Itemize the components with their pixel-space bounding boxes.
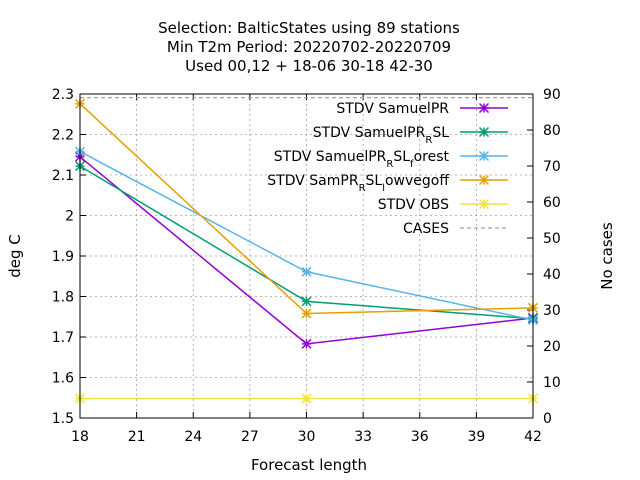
data-point <box>301 308 312 319</box>
y-tick-label: 2.3 <box>52 87 74 103</box>
x-axis-ticks: 18 21 24 27 30 33 36 39 42 <box>71 94 542 445</box>
legend-item: STDV SamPRRSLlowvegoff <box>267 173 508 194</box>
legend-label: STDV SamPRRSLlowvegoff <box>267 173 449 194</box>
title-line: Used 00,12 + 18-06 30-18 42-30 <box>185 57 433 75</box>
y2-tick-label: 60 <box>543 195 561 211</box>
y2-tick-label: 80 <box>543 123 561 139</box>
x-tick-label: 39 <box>467 429 485 445</box>
series-layer <box>74 96 539 404</box>
y2-tick-label: 40 <box>543 267 561 283</box>
legend-marker <box>478 126 490 138</box>
x-tick-label: 18 <box>71 429 89 445</box>
y-axis-label: deg C <box>6 234 24 278</box>
legend-item: CASES <box>403 221 508 237</box>
legend-marker <box>478 174 490 186</box>
y-axis-ticks: 1.5 1.6 1.7 1.8 1.9 2 2.1 2.2 2.3 <box>52 87 86 427</box>
legend-label: STDV SamuelPRRSLforest <box>274 149 450 170</box>
x-tick-label: 42 <box>524 429 542 445</box>
series-5 <box>74 393 539 404</box>
chart-title: Selection: BalticStates using 89 station… <box>158 19 460 75</box>
data-point <box>301 338 312 349</box>
legend-marker <box>478 150 490 162</box>
y-tick-label: 1.9 <box>52 249 74 265</box>
y2-tick-label: 10 <box>543 375 561 391</box>
y-tick-label: 1.6 <box>52 371 74 387</box>
y-tick-label: 1.7 <box>52 330 74 346</box>
legend-label: CASES <box>403 221 449 237</box>
title-line: Selection: BalticStates using 89 station… <box>158 19 460 37</box>
legend-item: STDV OBS <box>378 197 508 213</box>
x-tick-label: 27 <box>241 429 259 445</box>
data-point <box>301 296 312 307</box>
y2-axis-label: No cases <box>598 222 616 290</box>
data-point <box>301 266 312 277</box>
y-tick-label: 1.5 <box>52 411 74 427</box>
x-tick-label: 21 <box>128 429 146 445</box>
x-tick-label: 24 <box>184 429 202 445</box>
legend-item: STDV SamuelPRRSL <box>313 125 508 146</box>
data-point <box>301 393 312 404</box>
y-tick-label: 2 <box>65 209 74 225</box>
x-tick-label: 30 <box>298 429 316 445</box>
x-tick-label: 36 <box>411 429 429 445</box>
y-tick-label: 1.8 <box>52 290 74 306</box>
x-tick-label: 33 <box>354 429 372 445</box>
legend-item: STDV SamuelPRRSLforest <box>274 149 508 170</box>
legend-item: STDV SamuelPR <box>336 101 508 117</box>
y2-axis-ticks: 0 10 20 30 40 50 60 70 80 90 <box>527 87 561 427</box>
y2-tick-label: 70 <box>543 159 561 175</box>
y2-tick-label: 50 <box>543 231 561 247</box>
y2-tick-label: 0 <box>543 411 552 427</box>
legend-marker <box>478 102 490 114</box>
legend-label: STDV SamuelPR <box>336 101 449 117</box>
legend: STDV SamuelPR STDV SamuelPRRSL STDV Samuel… <box>267 101 508 237</box>
y-tick-label: 2.1 <box>52 168 74 184</box>
legend-label: STDV OBS <box>378 197 449 213</box>
legend-label: STDV SamuelPRRSL <box>313 125 449 146</box>
plot-frame <box>79 93 534 419</box>
y-tick-label: 2.2 <box>52 128 74 144</box>
y2-tick-label: 20 <box>543 339 561 355</box>
grid <box>80 94 533 418</box>
legend-marker <box>478 198 490 210</box>
y2-tick-label: 90 <box>543 87 561 103</box>
x-axis-label: Forecast length <box>251 456 367 474</box>
title-line: Min T2m Period: 20220702-20220709 <box>167 38 451 56</box>
y2-tick-label: 30 <box>543 303 561 319</box>
